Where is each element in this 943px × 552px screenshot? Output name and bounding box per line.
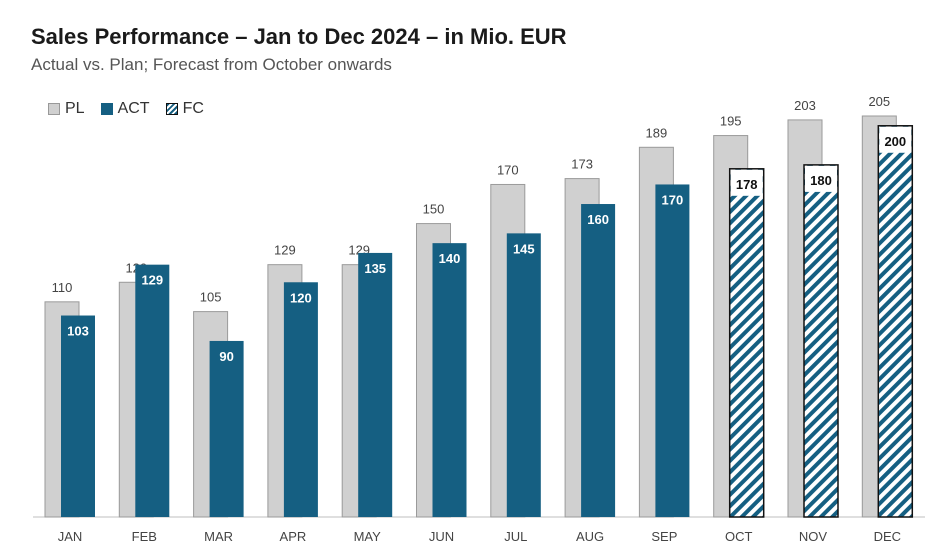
label-fc-dec: 200	[884, 134, 906, 149]
label-pl-oct: 195	[720, 114, 742, 129]
x-tick-dec: DEC	[874, 529, 901, 544]
legend-label-pl: PL	[65, 100, 85, 117]
legend-item-pl: PL	[48, 100, 85, 118]
label-act-mar: 90	[219, 349, 233, 364]
bar-act-may	[358, 252, 393, 518]
bar-act-sep	[655, 184, 690, 517]
label-pl-jun: 150	[423, 202, 445, 217]
bar-act-jul	[506, 233, 541, 518]
bar-act-apr	[283, 282, 318, 517]
bar-fc-oct	[728, 168, 765, 518]
x-tick-apr: APR	[280, 529, 307, 544]
bar-fc-nov	[803, 164, 839, 518]
x-tick-sep: SEP	[651, 529, 677, 544]
label-act-aug: 160	[587, 212, 609, 227]
bar-act-jun	[432, 243, 467, 517]
legend: PL ACT FC	[48, 100, 220, 118]
x-tick-oct: OCT	[725, 529, 753, 544]
label-fc-nov: 180	[810, 173, 832, 188]
x-tick-jun: JUN	[429, 529, 454, 544]
label-pl-sep: 189	[646, 125, 668, 140]
label-act-jun: 140	[439, 251, 461, 266]
legend-swatch-fc	[165, 103, 178, 115]
legend-label-fc: FC	[182, 100, 204, 117]
label-box-fc-oct	[730, 169, 763, 196]
label-pl-mar: 105	[200, 290, 222, 305]
bar-act-mar	[209, 340, 244, 517]
bar-act-feb	[135, 264, 170, 517]
label-pl-aug: 173	[571, 157, 593, 172]
bar-fc-dec	[877, 125, 914, 518]
x-tick-aug: AUG	[576, 529, 604, 544]
label-act-jul: 145	[513, 241, 535, 256]
bar-act-aug	[581, 204, 616, 517]
x-tick-feb: FEB	[132, 529, 157, 544]
label-pl-dec: 205	[868, 94, 890, 109]
legend-item-act: ACT	[100, 100, 150, 118]
legend-label-act: ACT	[117, 100, 150, 117]
chart-title: Sales Performance – Jan to Dec 2024 – in…	[31, 24, 567, 49]
label-act-apr: 120	[290, 290, 312, 305]
chart-subtitle: Actual vs. Plan; Forecast from October o…	[31, 55, 392, 74]
label-pl-nov: 203	[794, 98, 816, 113]
label-box-fc-dec	[879, 126, 912, 153]
x-tick-may: MAY	[354, 529, 382, 544]
legend-swatch-act	[100, 103, 113, 115]
label-act-may: 135	[364, 261, 386, 276]
legend-swatch-pl	[48, 103, 60, 115]
legend-item-fc: FC	[165, 100, 204, 118]
label-fc-oct: 178	[736, 177, 758, 192]
label-pl-apr: 129	[274, 243, 296, 258]
label-box-fc-nov	[805, 165, 837, 192]
x-tick-jan: JAN	[58, 529, 83, 544]
label-pl-jul: 170	[497, 162, 519, 177]
label-act-sep: 170	[662, 192, 684, 207]
label-pl-jan: 110	[52, 280, 73, 295]
label-act-feb: 129	[141, 273, 163, 288]
x-tick-jul: JUL	[504, 529, 527, 544]
x-tick-mar: MAR	[204, 529, 233, 544]
x-tick-nov: NOV	[799, 529, 828, 544]
label-act-jan: 103	[67, 324, 89, 339]
bar-act-jan	[61, 315, 95, 517]
